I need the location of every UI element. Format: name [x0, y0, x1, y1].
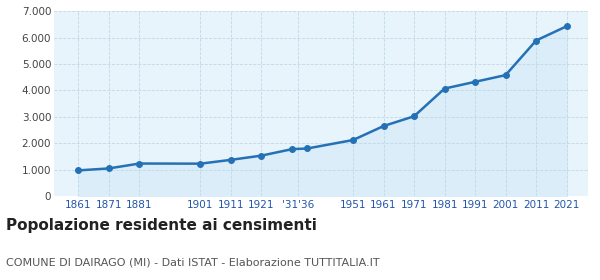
Text: COMUNE DI DAIRAGO (MI) - Dati ISTAT - Elaborazione TUTTITALIA.IT: COMUNE DI DAIRAGO (MI) - Dati ISTAT - El… [6, 258, 380, 268]
Text: Popolazione residente ai censimenti: Popolazione residente ai censimenti [6, 218, 317, 234]
